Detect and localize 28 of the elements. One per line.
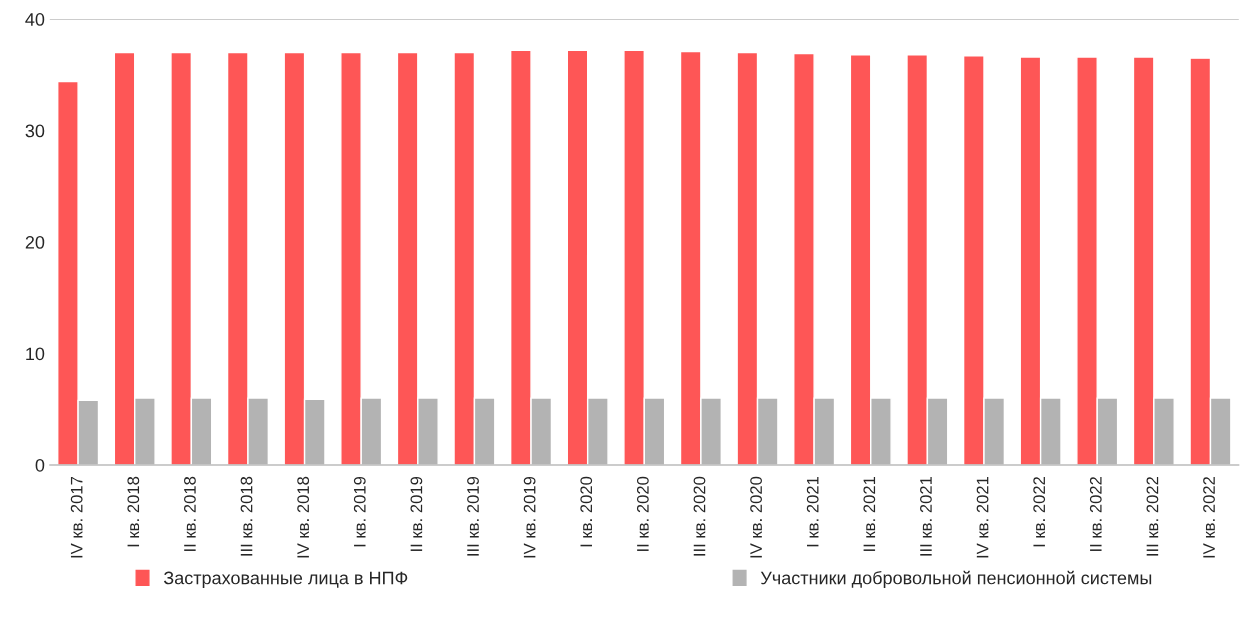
x-tick-label: III кв. 2021	[920, 476, 932, 556]
x-tick-label: IV кв. 2020	[750, 476, 762, 558]
y-tick-label: 0	[35, 458, 45, 472]
x-tick-label: I кв. 2018	[127, 476, 140, 547]
y-tick-label: 40	[25, 13, 45, 26]
x-tick-label: II кв. 2022	[1089, 476, 1102, 551]
x-tick-label: I кв. 2021	[806, 476, 819, 547]
x-tick-label: II кв. 2019	[410, 476, 423, 551]
x-tick-label: IV кв. 2019	[523, 476, 536, 558]
y-tick-label: 20	[25, 235, 45, 249]
x-tick-label: IV кв. 2018	[297, 476, 310, 558]
x-tick-label: III кв. 2020	[693, 476, 706, 556]
x-tick-label: I кв. 2020	[580, 476, 593, 547]
x-tick-label: II кв. 2021	[863, 476, 876, 551]
x-tick-label: II кв. 2020	[636, 476, 649, 551]
x-tick-label: II кв. 2018	[184, 476, 196, 551]
x-tick-label: I кв. 2019	[353, 476, 366, 547]
x-tick-label: IV кв. 2021	[976, 476, 989, 558]
legend-label: Застрахованные лица в НПФ	[163, 571, 408, 588]
x-tick-label: III кв. 2022	[1146, 476, 1159, 556]
x-tick-label: III кв. 2018	[240, 476, 253, 556]
x-tick-label: III кв. 2019	[467, 476, 479, 556]
x-tick-label: IV кв. 2022	[1203, 476, 1215, 558]
legend-label: Участники добровольной пенсионной системы	[760, 570, 1152, 588]
y-tick-label: 10	[26, 347, 45, 361]
x-tick-label: IV кв. 2017	[70, 476, 83, 558]
y-tick-label: 30	[25, 124, 45, 138]
x-tick-label: I кв. 2022	[1033, 476, 1046, 547]
